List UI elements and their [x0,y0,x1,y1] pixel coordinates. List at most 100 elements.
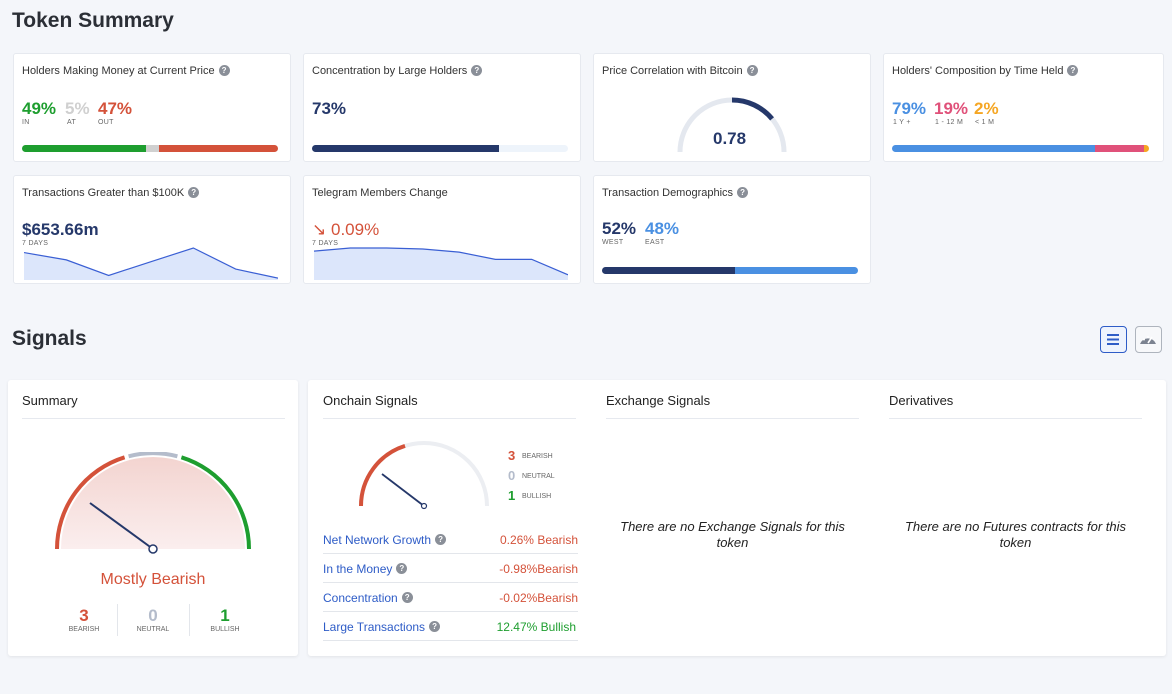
onchain-bearish-count: 3 [508,448,516,463]
summary-bullish-label: BULLISH [210,626,240,633]
east-segment [735,267,858,274]
summary-bearish-label: BEARISH [68,626,100,633]
question-icon[interactable]: ? [429,621,441,633]
onchain-bullish-label: BULLISH [522,493,552,500]
out-label: OUT [98,119,114,126]
telegram-period: 7 DAYS [312,240,339,247]
question-icon[interactable]: ? [737,186,749,198]
concentration-label-text: Concentration by Large Holders [312,65,468,77]
signals-title: Signals [12,327,87,350]
in-label: IN [22,119,30,126]
summary-neutral-label: NEUTRAL [136,626,170,633]
demographics-bar [602,267,858,274]
signal-name[interactable]: Large Transactions? [323,620,441,634]
telegram-label: Telegram Members Change [312,187,448,199]
signal-row-net-network-growth[interactable]: Net Network Growth? 0.26% Bearish [323,525,578,554]
signal-name[interactable]: In the Money? [323,562,408,576]
onchain-bearish-arc [359,443,406,507]
question-icon[interactable]: ? [218,64,230,76]
mid-term-label: 1 - 12 M [935,119,964,126]
signal-name[interactable]: Net Network Growth? [323,533,447,547]
tx100k-sparkline [24,247,278,280]
signal-name-text[interactable]: Concentration [323,591,398,605]
exchange-heading: Exchange Signals [606,393,711,408]
summary-verdict: Mostly Bearish [100,571,206,588]
signal-row-in-the-money[interactable]: In the Money? -0.98%Bearish [323,554,578,583]
telegram-card: Telegram Members Change ↘ 0.09% 7 DAYS [303,175,581,284]
exchange-empty-message: There are no Exchange Signals for this t… [620,519,845,550]
gauge-fill [731,97,774,121]
long-term-segment [892,145,1096,152]
signal-name-text[interactable]: Net Network Growth [323,533,432,547]
composition-bar [892,145,1149,152]
signal-name-text[interactable]: In the Money [323,562,393,576]
onchain-neutral-label: NEUTRAL [522,473,555,480]
btc-correlation-label: Price Correlation with Bitcoin? [602,64,758,77]
onchain-needle [381,473,425,507]
arrow-down-right-icon: ↘ [312,220,327,239]
in-segment [22,145,147,152]
question-icon[interactable]: ? [746,64,758,76]
sparkline-area [24,248,278,280]
needle-pivot [148,544,158,554]
concentration-value: 73% [312,99,347,118]
correlation-value: 0.78 [713,129,747,148]
list-icon [1107,334,1119,345]
onchain-bearish-label: BEARISH [522,453,553,460]
demographics-label-text: Transaction Demographics [602,187,734,199]
composition-card: Holders' Composition by Time Held? 79% 1… [883,53,1164,162]
mid-term-pct: 19% [934,99,969,118]
list-view-button[interactable] [1100,326,1127,353]
west-pct: 52% [602,219,637,238]
signal-name[interactable]: Concentration? [323,591,413,605]
signal-row-large-transactions[interactable]: Large Transactions? 12.47% Bullish [323,612,578,641]
composition-label: Holders' Composition by Time Held? [892,64,1079,77]
holders-money-label: Holders Making Money at Current Price? [22,64,230,77]
long-term-pct: 79% [892,99,927,118]
tx100k-value: $653.66m [22,220,99,239]
question-icon[interactable]: ? [401,592,413,604]
holders-money-label-text: Holders Making Money at Current Price [22,65,215,77]
gauge-view-button[interactable] [1135,326,1162,353]
demographics-card: Transaction Demographics? 52% WEST 48% E… [593,175,871,284]
bullish-arc [180,455,251,550]
in-pct: 49% [22,99,57,118]
signal-value: 0.26% Bearish [499,533,578,547]
tx100k-label: Transactions Greater than $100K? [22,186,200,199]
at-segment [146,145,159,152]
west-segment [602,267,736,274]
question-icon[interactable]: ? [435,534,447,546]
at-label: AT [67,119,77,126]
btc-correlation-card: Price Correlation with Bitcoin? 0.78 [593,53,871,162]
onchain-gauge [359,441,489,510]
question-icon[interactable]: ? [471,64,483,76]
out-segment [158,145,278,152]
summary-heading: Summary [22,393,78,408]
question-icon[interactable]: ? [396,563,408,575]
short-term-segment [1143,145,1149,152]
question-icon[interactable]: ? [1067,64,1079,76]
neutral-arc [128,452,178,459]
concentration-bar [312,145,568,152]
question-icon[interactable]: ? [188,186,200,198]
onchain-heading: Onchain Signals [323,393,418,408]
signal-name-text[interactable]: Large Transactions [323,620,426,634]
signal-value: -0.98%Bearish [499,562,578,576]
telegram-value: 0.09% [330,220,380,239]
telegram-change: ↘ 0.09% [312,220,379,240]
summary-neutral-count: 0 [148,606,158,625]
bearish-arc [55,455,126,550]
gauge-needle [89,502,154,550]
signal-value: 12.47% Bullish [496,620,576,634]
tx100k-label-text: Transactions Greater than $100K [22,187,185,199]
sparkline-line [24,247,278,279]
btc-correlation-label-text: Price Correlation with Bitcoin [602,65,743,77]
gauge-icon [1140,336,1156,344]
divider [323,418,576,419]
summary-bullish-count: 1 [220,606,230,625]
derivatives-empty-message: There are no Futures contracts for this … [904,519,1127,550]
summary-card: Summary Mostly Bearish 3 BEARISH 0 NEUTR… [8,380,298,656]
out-pct: 47% [98,99,133,118]
signal-row-concentration[interactable]: Concentration? -0.02%Bearish [323,583,578,612]
correlation-gauge [677,97,787,153]
